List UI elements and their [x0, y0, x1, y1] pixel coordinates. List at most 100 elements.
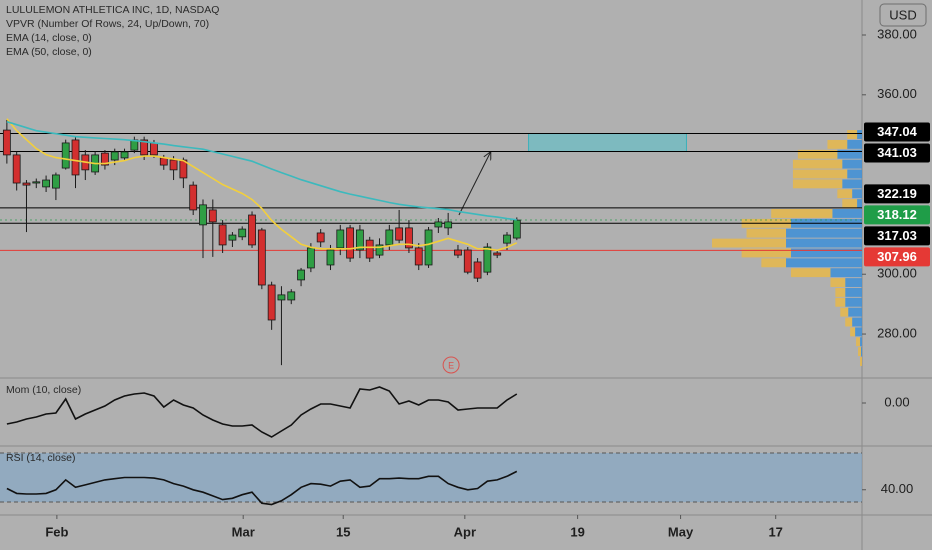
profile-up	[790, 248, 862, 258]
profile-down	[761, 258, 787, 268]
candle-body	[257, 229, 266, 286]
indicator-line	[6, 386, 518, 438]
y-tick-label: 360.00	[877, 86, 917, 101]
price-label: 318.12	[877, 207, 917, 222]
profile-down	[712, 238, 787, 248]
candle-body	[405, 227, 413, 249]
profile-up	[845, 297, 862, 307]
candle-body	[277, 294, 286, 301]
profile-up	[852, 317, 862, 327]
candle-body	[238, 228, 247, 238]
candle-body	[12, 154, 21, 184]
candle-body	[483, 246, 492, 273]
y-tick-label: 0.00	[884, 394, 909, 409]
profile-down	[856, 337, 861, 347]
candle-body	[110, 151, 119, 161]
profile-up	[786, 238, 862, 248]
profile-up	[832, 209, 862, 218]
candle-body	[444, 221, 453, 229]
currency-button[interactable]	[879, 3, 927, 27]
price-label: 322.19	[877, 186, 917, 201]
profile-up	[857, 130, 862, 139]
candle-body	[228, 234, 237, 241]
profile-up	[848, 307, 862, 317]
price-label-box	[864, 247, 930, 267]
profile-up	[847, 139, 862, 149]
indicator-legend: EMA (50, close, 0)	[6, 46, 92, 58]
profile-up	[842, 159, 862, 169]
candle-body	[326, 249, 335, 266]
candle-body	[218, 224, 227, 246]
profile-down	[797, 149, 838, 159]
profile-down	[771, 209, 833, 218]
candle-body	[503, 234, 511, 244]
profile-down	[792, 159, 843, 169]
candle-body	[287, 291, 296, 301]
profile-down	[845, 317, 853, 327]
profile-up	[857, 199, 862, 209]
candle-body	[395, 227, 404, 241]
candle-body	[208, 209, 217, 223]
candle-body	[346, 227, 354, 259]
profile-down	[850, 327, 856, 337]
y-tick-label: 380.00	[877, 26, 917, 41]
profile-up	[842, 179, 862, 189]
price-label: 347.04	[877, 124, 918, 139]
price-label: 307.96	[877, 249, 917, 264]
profile-up	[837, 149, 862, 159]
candle-body	[267, 284, 276, 321]
y-tick-label: 40.00	[881, 481, 914, 496]
profile-down	[790, 268, 831, 278]
profile-down	[827, 139, 848, 149]
profile-down	[860, 357, 862, 366]
price-label-box	[864, 143, 930, 163]
candle-body	[316, 232, 325, 243]
price-label: 341.03	[877, 145, 917, 160]
price-label-box	[864, 226, 930, 246]
candle-body	[120, 151, 129, 159]
earnings-icon	[442, 356, 460, 374]
profile-up	[786, 258, 862, 268]
profile-down	[741, 248, 791, 258]
x-tick-label: Mar	[232, 524, 255, 539]
profile-up	[830, 268, 862, 278]
candle-body	[32, 181, 41, 184]
candle-body	[365, 239, 374, 259]
price-label-box	[864, 205, 930, 225]
symbol-title: LULULEMON ATHLETICA INC, 1D, NASDAQ	[6, 4, 219, 16]
pane-title: Mom (10, close)	[6, 384, 81, 396]
y-tick-label: 300.00	[877, 266, 917, 281]
candle-body	[306, 247, 315, 269]
drawing-rectangle	[528, 133, 687, 153]
candle-body	[434, 221, 443, 228]
price-label-box	[864, 184, 930, 204]
candle-body	[2, 129, 11, 156]
profile-down	[837, 189, 853, 199]
candle-body	[463, 249, 472, 273]
x-tick-label: 19	[570, 524, 584, 539]
profile-up	[786, 228, 862, 238]
x-tick-label: May	[668, 524, 694, 539]
x-tick-label: Feb	[45, 524, 68, 539]
indicator-legend: VPVR (Number Of Rows, 24, Up/Down, 70)	[6, 18, 209, 30]
candle-body	[454, 249, 462, 256]
candle-body	[424, 229, 433, 266]
candle-body	[375, 244, 384, 256]
indicator-line	[6, 470, 518, 506]
profile-down	[830, 278, 846, 287]
candle-body	[61, 142, 70, 169]
indicator-legend: EMA (14, close, 0)	[6, 32, 92, 44]
y-tick-label: 280.00	[877, 325, 917, 340]
x-tick-label: 15	[336, 524, 350, 539]
profile-up	[845, 278, 862, 287]
profile-up	[845, 287, 862, 297]
candle-body	[159, 157, 168, 166]
currency-label[interactable]: USD	[889, 7, 916, 22]
profile-down	[840, 307, 849, 317]
plot-layer: 380.00 360.00 300.00 280.00 E 347.04 341.03 322…	[0, 26, 930, 539]
candle-body	[51, 174, 60, 189]
profile-down	[792, 169, 848, 179]
drawing-arrow	[458, 153, 490, 216]
